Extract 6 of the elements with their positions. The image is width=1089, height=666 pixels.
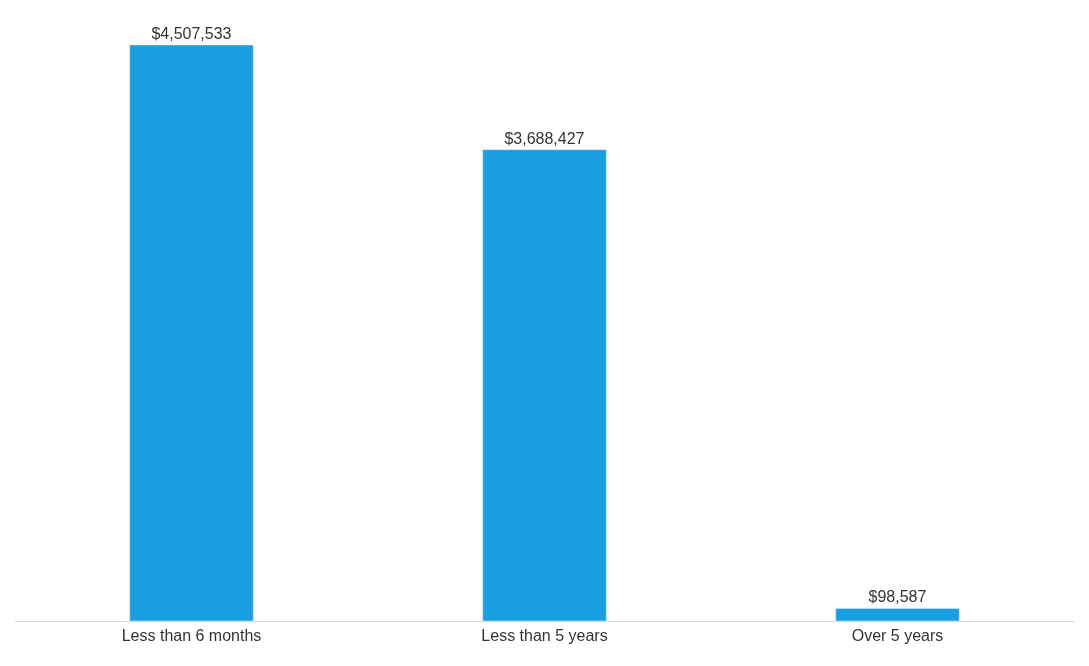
x-tick-label: Less than 6 months bbox=[121, 627, 262, 645]
data-label: $4,507,533 bbox=[151, 25, 232, 42]
x-tick-label: Less than 5 years bbox=[481, 627, 608, 645]
data-label: $3,688,427 bbox=[504, 129, 585, 147]
data-label: $98,587 bbox=[868, 588, 927, 606]
x-tick-label: Over 5 years bbox=[851, 627, 944, 645]
